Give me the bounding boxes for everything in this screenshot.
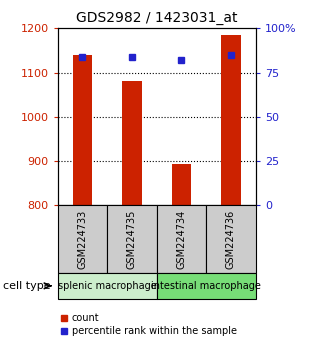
Bar [221,35,241,205]
Bar [58,205,107,273]
Text: intestinal macrophage: intestinal macrophage [151,281,261,291]
Text: splenic macrophage: splenic macrophage [58,281,157,291]
Text: GSM224734: GSM224734 [177,209,186,269]
Bar [58,273,157,299]
Bar [172,164,191,205]
Text: GSM224733: GSM224733 [78,209,87,269]
Bar [157,205,206,273]
Legend: count, percentile rank within the sample: count, percentile rank within the sample [56,310,241,340]
Bar [73,55,92,205]
Text: GSM224736: GSM224736 [226,209,236,269]
Bar [122,81,142,205]
Title: GDS2982 / 1423031_at: GDS2982 / 1423031_at [76,11,238,24]
Bar [157,273,256,299]
Text: GSM224735: GSM224735 [127,209,137,269]
Bar [206,205,256,273]
Text: cell type: cell type [3,281,51,291]
Bar [107,205,157,273]
